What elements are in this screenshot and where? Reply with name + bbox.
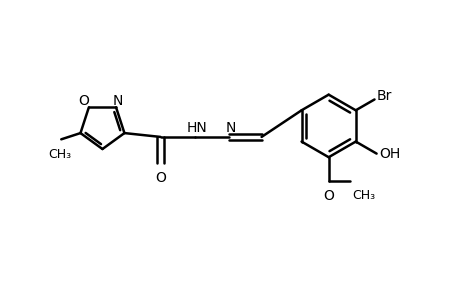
Text: O: O: [78, 94, 90, 109]
Text: O: O: [323, 189, 333, 203]
Text: CH₃: CH₃: [49, 148, 72, 161]
Text: N: N: [112, 94, 123, 109]
Text: CH₃: CH₃: [352, 189, 375, 202]
Text: HN: HN: [186, 121, 207, 135]
Text: OH: OH: [379, 147, 400, 160]
Text: N: N: [225, 121, 235, 135]
Text: Br: Br: [375, 88, 391, 103]
Text: O: O: [155, 171, 166, 185]
